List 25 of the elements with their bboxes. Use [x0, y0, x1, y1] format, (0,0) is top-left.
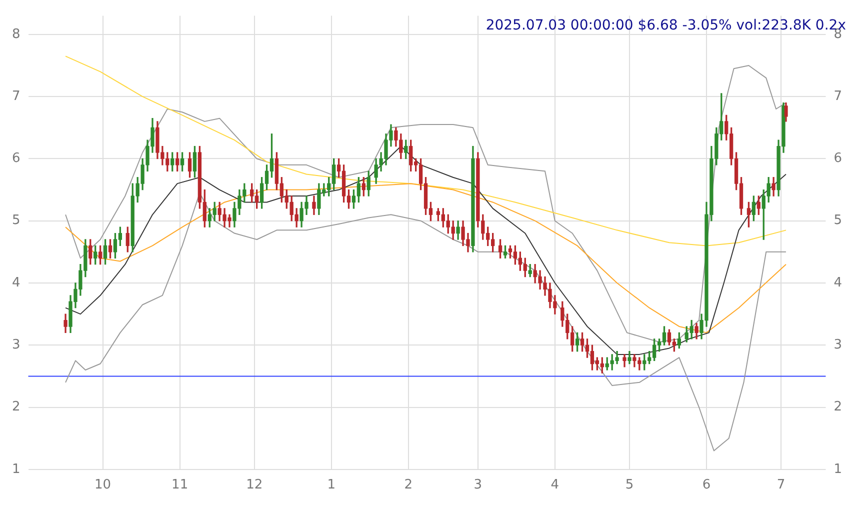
x-tick-label: 12 — [246, 478, 263, 493]
y-tick-label: 3 — [12, 338, 20, 352]
x-tick-label: 1 — [327, 478, 336, 493]
y2-tick-label: 7 — [834, 88, 842, 104]
y-tick-label: 1 — [12, 462, 20, 477]
x-tick-label: 10 — [94, 478, 112, 493]
y2-tick-label: 2 — [834, 400, 842, 415]
x-tick-label: 3 — [474, 478, 482, 493]
y-tick-label: 8 — [12, 26, 20, 42]
x-tick-label: 11 — [172, 478, 188, 493]
y2-tick-label: 3 — [834, 338, 842, 352]
y2-tick-label: 4 — [834, 275, 842, 290]
y-tick-label: 5 — [12, 213, 20, 228]
x-tick-label: 2 — [404, 478, 413, 493]
x-tick-label: 7 — [776, 478, 786, 493]
y-tick-label: 4 — [12, 275, 20, 290]
y-tick-label: 2 — [12, 400, 20, 415]
y-tick-label: 7 — [12, 88, 20, 104]
y2-tick-label: 6 — [834, 151, 842, 166]
y2-tick-label: 5 — [834, 213, 842, 228]
x-tick-label: 6 — [702, 478, 711, 493]
y-tick-label: 6 — [12, 151, 20, 166]
x-tick-label: 4 — [550, 478, 560, 493]
y2-tick-label: 1 — [834, 462, 842, 477]
x-tick-label: 5 — [625, 478, 634, 493]
